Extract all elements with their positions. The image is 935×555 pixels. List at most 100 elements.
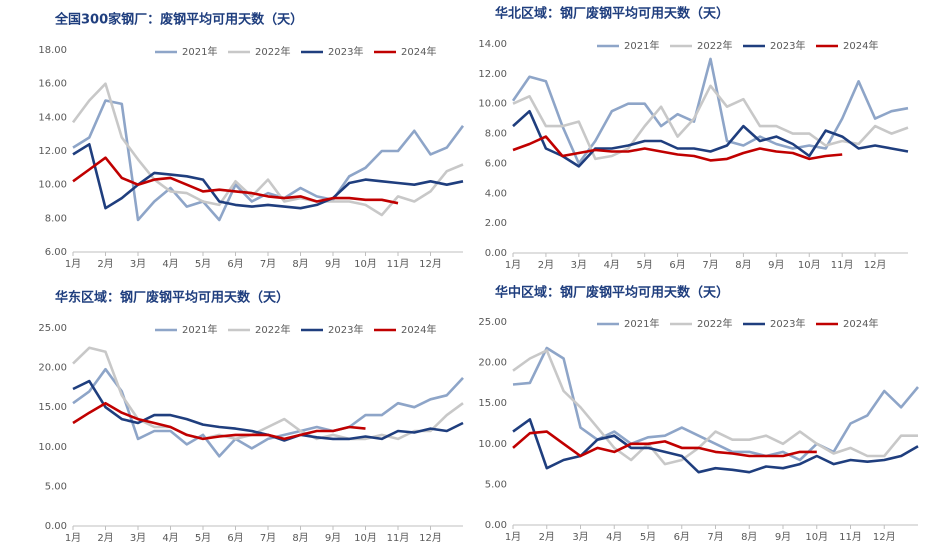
series-line xyxy=(512,346,919,462)
legend-label: 2024年 xyxy=(843,317,878,330)
legend-label: 2024年 xyxy=(401,323,436,336)
legend-label: 2023年 xyxy=(328,45,363,58)
y-tick-label: 8.00 xyxy=(485,129,507,140)
x-tick-label: 9月 xyxy=(768,259,784,271)
x-tick-label: 7月 xyxy=(702,259,718,271)
x-tick-label: 11月 xyxy=(839,531,862,543)
legend-label: 2023年 xyxy=(770,39,805,52)
series-line xyxy=(71,82,464,217)
x-tick-label: 2月 xyxy=(97,532,113,544)
y-tick-label: 10.00 xyxy=(38,180,67,191)
y-tick-label: 10.00 xyxy=(38,442,67,453)
x-tick-label: 8月 xyxy=(741,531,757,543)
y-tick-label: 18.00 xyxy=(38,45,67,56)
x-tick-label: 3月 xyxy=(571,259,587,271)
y-tick-label: 6.00 xyxy=(45,247,67,258)
y-tick-label: 15.00 xyxy=(478,398,507,409)
x-tick-label: 2月 xyxy=(538,259,554,271)
series-line xyxy=(512,349,918,466)
x-tick-label: 10月 xyxy=(354,532,377,544)
x-tick-label: 6月 xyxy=(669,259,685,271)
y-tick-label: 5.00 xyxy=(45,481,67,492)
y-tick-label: 14.00 xyxy=(38,112,67,123)
x-tick-label: 4月 xyxy=(604,259,620,271)
y-tick-label: 6.00 xyxy=(485,158,507,169)
chart-title: 全国300家钢厂：废钢平均可用天数（天） xyxy=(54,12,303,28)
x-tick-label: 7月 xyxy=(260,258,276,270)
y-tick-label: 0.00 xyxy=(485,520,507,531)
legend-label: 2022年 xyxy=(255,323,290,336)
legend-label: 2022年 xyxy=(697,39,732,52)
y-tick-label: 20.00 xyxy=(478,358,507,369)
series-line xyxy=(512,135,843,162)
x-tick-label: 12月 xyxy=(873,531,896,543)
x-tick-label: 6月 xyxy=(227,258,243,270)
y-tick-label: 16.00 xyxy=(38,79,67,90)
legend-label: 2023年 xyxy=(770,317,805,330)
series-line xyxy=(72,367,464,458)
y-tick-label: 0.00 xyxy=(485,248,507,259)
series-line xyxy=(511,57,909,165)
legend-label: 2021年 xyxy=(624,39,659,52)
x-tick-label: 12月 xyxy=(419,258,442,270)
chart-title: 华东区域：钢厂废钢平均可用天数（天） xyxy=(55,290,289,306)
x-tick-label: 2月 xyxy=(539,531,555,543)
y-tick-label: 25.00 xyxy=(38,323,67,334)
series-line xyxy=(512,430,817,458)
legend-label: 2022年 xyxy=(255,45,290,58)
chart-panel: 全国300家钢厂：废钢平均可用天数（天） 6.00 8.00 10.00 12.00 14… xyxy=(38,12,465,270)
x-tick-label: 7月 xyxy=(707,531,723,543)
x-tick-label: 1月 xyxy=(65,532,81,544)
x-tick-label: 11月 xyxy=(387,532,410,544)
y-tick-label: 10.00 xyxy=(478,99,507,110)
x-tick-label: 11月 xyxy=(831,259,854,271)
x-tick-label: 3月 xyxy=(130,258,146,270)
y-tick-label: 8.00 xyxy=(45,213,67,224)
x-tick-label: 8月 xyxy=(292,532,308,544)
series-line xyxy=(72,156,399,205)
x-tick-label: 4月 xyxy=(606,531,622,543)
series-line xyxy=(72,99,465,222)
y-tick-label: 10.00 xyxy=(478,439,507,450)
legend-label: 2021年 xyxy=(182,323,217,336)
x-tick-label: 6月 xyxy=(227,532,243,544)
x-tick-label: 10月 xyxy=(805,531,828,543)
x-tick-label: 3月 xyxy=(572,531,588,543)
x-tick-label: 11月 xyxy=(387,258,410,270)
x-tick-label: 10月 xyxy=(354,258,377,270)
y-tick-label: 4.00 xyxy=(485,188,507,199)
y-tick-label: 12.00 xyxy=(38,146,67,157)
legend-label: 2024年 xyxy=(843,39,878,52)
y-tick-label: 14.00 xyxy=(478,39,507,50)
series-line xyxy=(512,109,909,168)
legend-label: 2021年 xyxy=(182,45,217,58)
y-tick-label: 5.00 xyxy=(485,479,507,490)
x-tick-label: 9月 xyxy=(325,532,341,544)
x-tick-label: 4月 xyxy=(162,258,178,270)
x-tick-label: 5月 xyxy=(640,531,656,543)
legend-label: 2022年 xyxy=(697,317,732,330)
chart-title: 华北区域：钢厂废钢平均可用天数（天） xyxy=(495,6,729,22)
x-tick-label: 4月 xyxy=(162,532,178,544)
x-tick-label: 8月 xyxy=(292,258,308,270)
x-tick-label: 5月 xyxy=(195,532,211,544)
legend-label: 2023年 xyxy=(328,323,363,336)
x-tick-label: 6月 xyxy=(674,531,690,543)
x-tick-label: 2月 xyxy=(97,258,113,270)
series-line xyxy=(72,401,366,441)
x-tick-label: 1月 xyxy=(505,259,521,271)
y-tick-label: 0.00 xyxy=(45,521,67,532)
x-tick-label: 9月 xyxy=(775,531,791,543)
chart-title: 华中区域：钢厂废钢平均可用天数（天） xyxy=(495,285,729,301)
x-tick-label: 1月 xyxy=(505,531,521,543)
x-tick-label: 8月 xyxy=(735,259,751,271)
x-tick-label: 7月 xyxy=(260,532,276,544)
x-tick-label: 3月 xyxy=(130,532,146,544)
legend-label: 2021年 xyxy=(624,317,659,330)
legend-label: 2024年 xyxy=(401,45,436,58)
chart-panel: 华东区域：钢厂废钢平均可用天数（天） 0.00 5.00 10.00 15.00 20.0… xyxy=(38,290,464,544)
y-tick-label: 25.00 xyxy=(478,317,507,328)
x-tick-label: 9月 xyxy=(325,258,341,270)
